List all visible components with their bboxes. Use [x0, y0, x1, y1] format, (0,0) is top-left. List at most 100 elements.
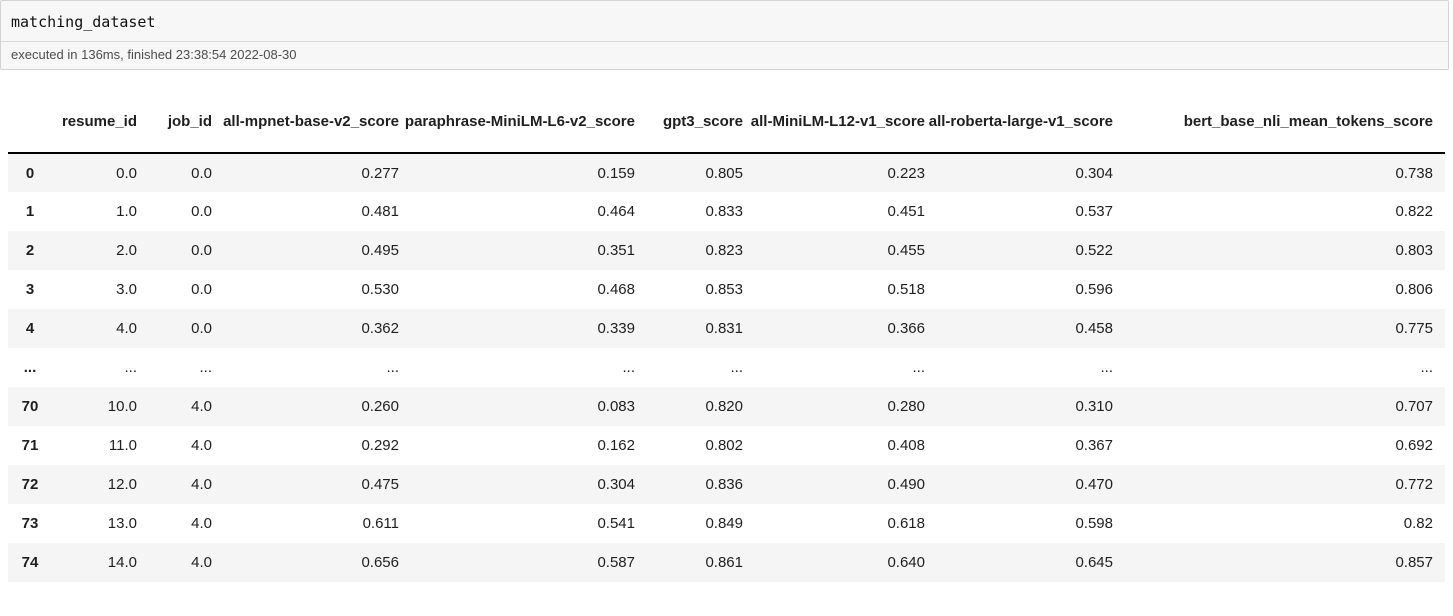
table-cell: ...	[730, 359, 743, 376]
table-row: 1 1.0 0.0 0.481 0.464 0.833 0.451 0.537 0.822	[8, 192, 1445, 231]
table-cell: 0.522	[1075, 242, 1113, 259]
table-cell: 0.260	[361, 398, 399, 415]
table-cell: 0.857	[1395, 554, 1433, 571]
code-cell: matching_dataset executed in 136ms, fini…	[0, 0, 1449, 70]
table-cell: 1.0	[116, 203, 137, 220]
table-cell: ...	[1420, 359, 1433, 376]
index-header	[8, 96, 52, 154]
table-cell: 0.367	[1075, 437, 1113, 454]
table-cell: 0.656	[361, 554, 399, 571]
table-cell: 0.853	[705, 281, 743, 298]
table-row: 74 14.0 4.0 0.656 0.587 0.861 0.640 0.645 0.857	[8, 543, 1445, 582]
table-cell: 0.468	[597, 281, 635, 298]
column-header: all-MiniLM-L12-v1_score	[743, 96, 925, 154]
table-cell: 0.823	[705, 242, 743, 259]
table-row: 70 10.0 4.0 0.260 0.083 0.820 0.280 0.310 0.707	[8, 387, 1445, 426]
row-index: 2	[25, 242, 35, 259]
table-cell: 4.0	[116, 320, 137, 337]
table-cell: 0.304	[1075, 164, 1113, 182]
table-cell: 0.475	[361, 476, 399, 493]
table-cell: 0.806	[1395, 281, 1433, 298]
table-cell: 0.490	[887, 476, 925, 493]
table-cell: 0.802	[705, 437, 743, 454]
table-cell: 12.0	[107, 476, 137, 493]
table-row: 2 2.0 0.0 0.495 0.351 0.823 0.455 0.522 0.803	[8, 231, 1445, 270]
table-cell: 0.351	[597, 242, 635, 259]
table-cell: ...	[199, 359, 212, 376]
table-cell: 0.362	[361, 320, 399, 337]
table-cell: 0.707	[1395, 398, 1433, 415]
table-cell: 0.772	[1395, 476, 1433, 493]
table-cell: 0.645	[1075, 554, 1113, 571]
table-cell: 0.833	[705, 203, 743, 220]
row-index: 4	[25, 320, 35, 337]
column-header: gpt3_score	[635, 96, 743, 154]
table-cell: 0.0	[191, 164, 212, 182]
table-cell: 0.470	[1075, 476, 1113, 493]
table-cell: ...	[124, 359, 137, 376]
table-cell: 0.0	[191, 320, 212, 337]
table-cell: 0.495	[361, 242, 399, 259]
table-cell: 0.640	[887, 554, 925, 571]
table-cell: 0.849	[705, 515, 743, 532]
table-cell: 0.455	[887, 242, 925, 259]
row-index: 72	[21, 476, 39, 493]
column-header: job_id	[137, 96, 212, 154]
table-cell: 0.304	[597, 476, 635, 493]
table-cell: 0.518	[887, 281, 925, 298]
table-cell: 0.820	[705, 398, 743, 415]
table-row: 73 13.0 4.0 0.611 0.541 0.849 0.618 0.598 0.82	[8, 504, 1445, 543]
column-header: all-roberta-large-v1_score	[925, 96, 1113, 154]
table-cell: 0.0	[191, 281, 212, 298]
table-cell: ...	[622, 359, 635, 376]
row-index: 73	[21, 515, 39, 532]
table-cell: 0.587	[597, 554, 635, 571]
table-cell: 14.0	[107, 554, 137, 571]
column-header: all-mpnet-base-v2_score	[212, 96, 399, 154]
column-header: resume_id	[52, 96, 137, 154]
table-cell: 3.0	[116, 281, 137, 298]
table-cell: 0.822	[1395, 203, 1433, 220]
table-row: ...........................	[8, 348, 1445, 387]
table-cell: 0.451	[887, 203, 925, 220]
table-cell: 0.831	[705, 320, 743, 337]
table-cell: 0.803	[1395, 242, 1433, 259]
table-cell: 0.280	[887, 398, 925, 415]
table-cell: 4.0	[191, 554, 212, 571]
execution-status: executed in 136ms, finished 23:38:54 202…	[11, 47, 297, 62]
table-cell: 0.836	[705, 476, 743, 493]
table-cell: 4.0	[191, 437, 212, 454]
row-index: 1	[25, 203, 35, 220]
table-cell: 0.596	[1075, 281, 1113, 298]
table-cell: 0.481	[361, 203, 399, 220]
column-header: bert_base_nli_mean_tokens_score	[1113, 96, 1445, 154]
table-cell: 13.0	[107, 515, 137, 532]
table-cell: 0.530	[361, 281, 399, 298]
table-cell: 0.0	[191, 242, 212, 259]
header-row: resume_id job_id all-mpnet-base-v2_score pa…	[8, 96, 1445, 154]
code-input[interactable]: matching_dataset	[1, 1, 1448, 42]
table-cell: 0.0	[116, 164, 137, 182]
table-cell: 0.805	[705, 164, 743, 182]
table-row: 71 11.0 4.0 0.292 0.162 0.802 0.408 0.367 0.692	[8, 426, 1445, 465]
table-cell: 10.0	[107, 398, 137, 415]
table-cell: 0.159	[597, 164, 635, 182]
table-cell: 0.82	[1403, 515, 1433, 532]
row-index: 0	[25, 164, 35, 182]
table-cell: 0.458	[1075, 320, 1113, 337]
table-cell: 0.310	[1075, 398, 1113, 415]
table-cell: 0.537	[1075, 203, 1113, 220]
row-index: 71	[21, 437, 39, 454]
table-cell: 0.277	[361, 164, 399, 182]
table-row: 4 4.0 0.0 0.362 0.339 0.831 0.366 0.458 0.775	[8, 309, 1445, 348]
table-cell: 0.738	[1395, 164, 1433, 182]
table-cell: 4.0	[191, 476, 212, 493]
row-index: 70	[21, 398, 39, 415]
table-cell: 0.292	[361, 437, 399, 454]
table-cell: ...	[912, 359, 925, 376]
column-header: paraphrase-MiniLM-L6-v2_score	[399, 96, 635, 154]
table-cell: 0.464	[597, 203, 635, 220]
table-cell: 0.366	[887, 320, 925, 337]
table-cell: 0.618	[887, 515, 925, 532]
table-cell: 0.541	[597, 515, 635, 532]
